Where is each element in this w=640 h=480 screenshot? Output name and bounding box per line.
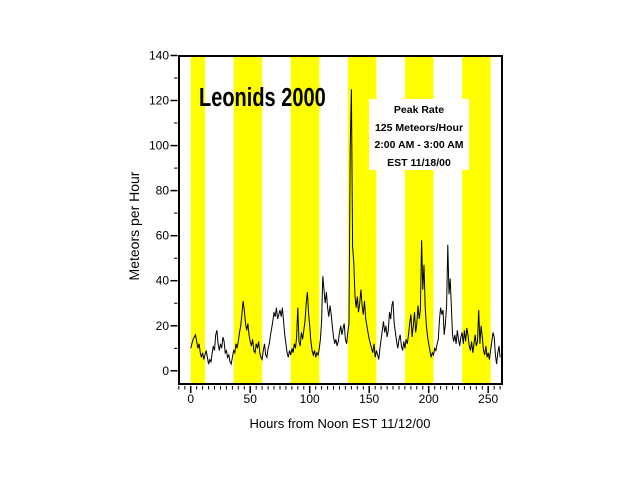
data-line (190, 89, 501, 366)
x-tick-labels: 0 50 100 150 200 250 (187, 392, 498, 406)
y-tick-label: 140 (149, 49, 169, 63)
y-tick-label: 60 (156, 229, 170, 243)
x-axis-label: Hours from Noon EST 11/12/00 (249, 416, 431, 431)
chart-title: Leonids 2000 (199, 83, 326, 113)
y-tick-label: 120 (149, 94, 169, 108)
y-tick-label: 0 (162, 364, 169, 378)
x-tick-label: 0 (187, 392, 194, 406)
series (190, 89, 501, 366)
plot-frame (178, 55, 503, 385)
peak-rate-annotation: Peak Rate 125 Meteors/Hour 2:00 AM - 3:0… (369, 99, 469, 170)
y-tick-label: 40 (156, 274, 170, 288)
x-tick-label: 250 (478, 392, 498, 406)
x-tick-label: 100 (300, 392, 320, 406)
annotation-line-4: EST 11/18/00 (387, 156, 451, 169)
annotation-line-2: 125 Meteors/Hour (374, 121, 464, 134)
y-tick-labels: 0 20 40 60 80 100 120 140 (149, 49, 169, 378)
y-ticks (170, 54, 178, 372)
annotation-line-1: Peak Rate (393, 104, 445, 116)
y-axis-label: Meteors per Hour (126, 171, 142, 281)
annotation-line-3: 2:00 AM - 3:00 AM (374, 139, 464, 151)
y-tick-label: 80 (156, 184, 170, 198)
y-tick-label: 20 (156, 319, 170, 333)
x-tick-label: 50 (244, 392, 258, 406)
y-tick-label: 100 (149, 139, 169, 153)
frame (178, 55, 503, 385)
x-tick-label: 200 (419, 392, 439, 406)
x-ticks (178, 386, 501, 393)
x-tick-label: 150 (359, 392, 379, 406)
